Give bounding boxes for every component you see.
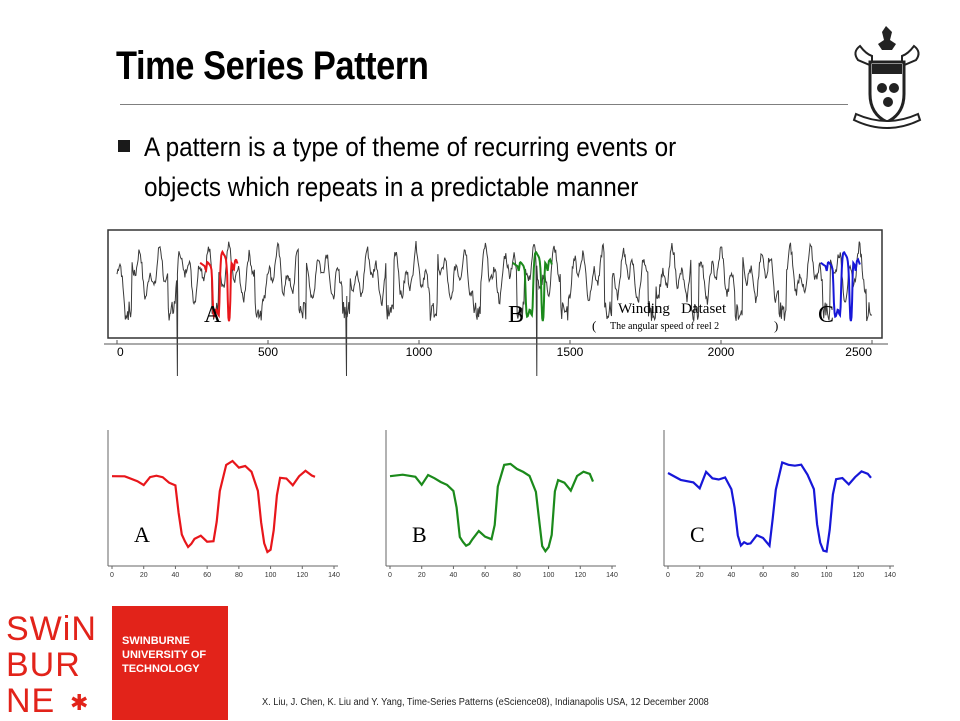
panel-x-tick-label: 40 [728, 572, 736, 579]
pattern-a-highlight-line [199, 249, 239, 322]
pattern-panel-label: B [412, 522, 427, 547]
annotation-left-paren: ( [592, 318, 596, 333]
panel-x-tick-label: 140 [884, 572, 896, 579]
logo-star-icon: ✱ [70, 690, 89, 715]
logo-university-name: SWINBURNE UNIVERSITY OF TECHNOLOGY [122, 634, 226, 676]
main-series-line [116, 240, 873, 377]
logo-wordmark-block: SWiN BUR NE ✱ [0, 606, 112, 720]
logo-line-3: NE [6, 682, 56, 720]
slide-footer-citation: X. Liu, J. Chen, K. Liu and Y. Yang, Tim… [262, 697, 709, 708]
swinburne-logo: SWiN BUR NE ✱ SWINBURNE UNIVERSITY OF TE… [0, 606, 228, 720]
panel-x-tick-label: 100 [265, 572, 277, 579]
pattern-c-highlight-line [820, 251, 861, 322]
panel-x-tick-label: 100 [821, 572, 833, 579]
panel-x-tick-label: 40 [450, 572, 458, 579]
panel-x-tick-label: 20 [140, 572, 148, 579]
logo-university-line-1: SWINBURNE [122, 635, 190, 647]
main-pattern-label-a: A [204, 302, 222, 328]
bullet-line-2: objects which repeats in a predictable m… [144, 172, 639, 202]
panel-x-tick-label: 60 [203, 572, 211, 579]
logo-university-line-2: UNIVERSITY OF [122, 649, 207, 661]
panel-x-tick-label: 20 [696, 572, 704, 579]
main-x-ticks: 0 500 1000 1500 2000 2500 [116, 340, 873, 359]
university-crest-icon [852, 26, 922, 129]
pattern-b-line [389, 462, 595, 554]
slide-title: Time Series Pattern [116, 44, 429, 88]
main-pattern-label-c: C [818, 302, 834, 328]
panel-x-tick-label: 140 [328, 572, 340, 579]
main-x-tick-label: 500 [258, 345, 278, 359]
pattern-panel-c: 0 20 40 60 80 100 120 140 C [663, 430, 896, 579]
time-series-figure: A B C Winding Dataset ( The angular spee… [104, 229, 896, 579]
panel-x-tick-label: 0 [388, 572, 392, 579]
main-x-tick-label: 1000 [406, 345, 433, 359]
panel-x-tick-label: 80 [791, 572, 799, 579]
panel-x-tick-label: 0 [666, 572, 670, 579]
pattern-panels: 0 20 40 60 80 100 120 140 A 0 20 40 60 80 100 120 140 B 0 2… [107, 430, 896, 579]
panel-x-tick-label: 60 [759, 572, 767, 579]
panel-x-tick-label: 0 [110, 572, 114, 579]
panel-x-tick-label: 120 [296, 572, 308, 579]
panel-x-tick-label: 100 [543, 572, 555, 579]
pattern-panel-label: A [134, 522, 150, 547]
title-divider [120, 104, 848, 105]
main-pattern-label-b: B [508, 302, 524, 328]
bullet-square-icon [118, 140, 130, 152]
main-x-tick-label: 1500 [557, 345, 584, 359]
panel-x-tick-label: 40 [172, 572, 180, 579]
pattern-panel-b: 0 20 40 60 80 100 120 140 B [385, 430, 618, 579]
logo-line-2: BUR [6, 646, 81, 684]
bullet-line-1: A pattern is a type of theme of recurrin… [144, 132, 677, 162]
main-series-panel: A B C Winding Dataset ( The angular spee… [104, 229, 888, 377]
main-x-tick-label: 0 [117, 345, 124, 359]
pattern-a-line [111, 459, 316, 554]
panel-x-tick-label: 140 [606, 572, 618, 579]
panel-x-tick-label: 120 [574, 572, 586, 579]
angular-speed-label: The angular speed of reel 2 [610, 321, 719, 332]
main-plot-frame [107, 229, 883, 339]
pattern-panel-a: 0 20 40 60 80 100 120 140 A [107, 430, 340, 579]
logo-university-line-3: TECHNOLOGY [122, 663, 200, 675]
panel-x-tick-label: 80 [235, 572, 243, 579]
main-x-tick-label: 2500 [845, 345, 872, 359]
pattern-panel-label: C [690, 522, 705, 547]
pattern-b-highlight-line [512, 251, 553, 322]
annotation-right-paren: ) [774, 318, 778, 333]
panel-x-tick-label: 80 [513, 572, 521, 579]
pattern-c-line [667, 461, 872, 553]
logo-line-1: SWiN [6, 610, 97, 648]
panel-x-tick-label: 60 [481, 572, 489, 579]
panel-x-tick-label: 120 [852, 572, 864, 579]
panel-x-tick-label: 20 [418, 572, 426, 579]
winding-dataset-label: Winding Dataset [618, 301, 727, 317]
bullet-text: A pattern is a type of theme of recurrin… [144, 127, 828, 207]
main-x-tick-label: 2000 [708, 345, 735, 359]
